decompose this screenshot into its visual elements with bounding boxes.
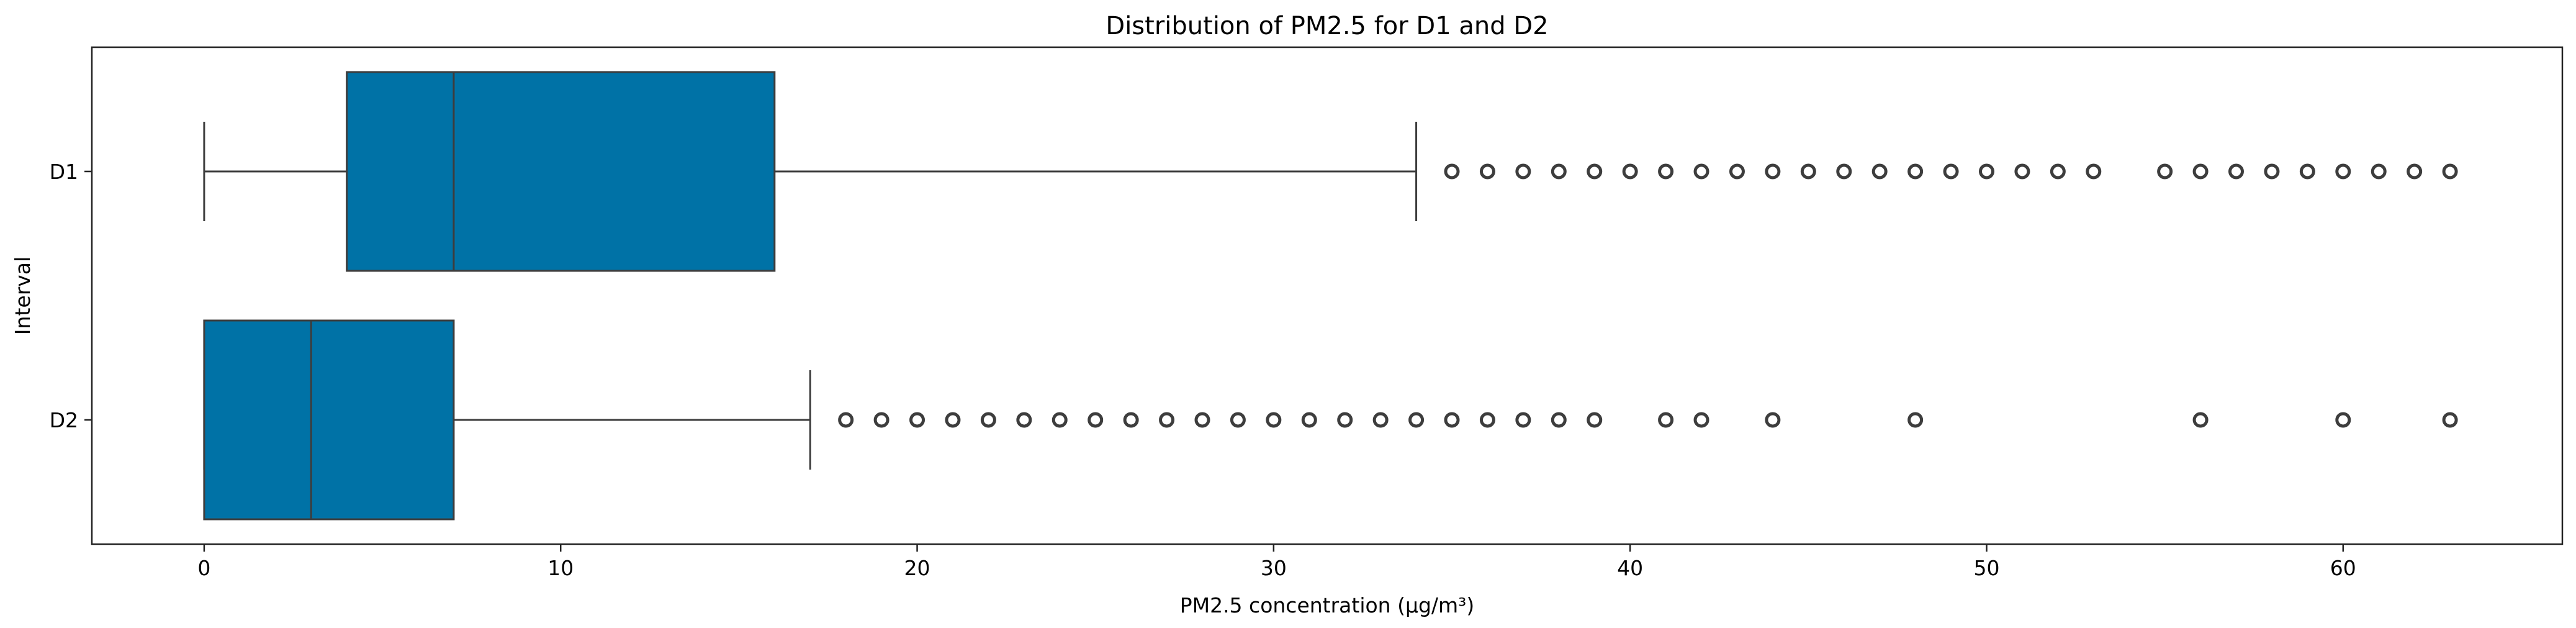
x-tick-label: 60 [2330,556,2356,580]
outlier-point [980,412,996,428]
box-d2 [203,319,455,521]
y-axis-label: Interval [11,257,35,335]
y-tick-label: D1 [50,160,78,184]
x-axis-label: PM2.5 concentration (µg/m³) [1180,593,1475,617]
outlier-point [1907,163,1924,180]
x-tick-label: 50 [1973,556,1999,580]
outlier-point [2157,163,2173,180]
outlier-point [1587,163,1603,180]
outlier-point [838,412,854,428]
outlier-point [909,412,925,428]
outlier-point [2371,163,2387,180]
outlier-point [1622,163,1638,180]
outlier-point [1016,412,1032,428]
outlier-point [2442,412,2458,428]
outlier-point [1551,412,1567,428]
outlier-point [1088,412,1104,428]
outlier-point [1515,163,1531,180]
outlier-point [1052,412,1068,428]
outlier-point [1978,163,1994,180]
chart-marks: 0 10 20 30 40 50 60 D1 D2 [50,71,2458,580]
x-tick-label: 0 [197,556,210,580]
outlier-point [1765,412,1781,428]
outlier-point [1800,163,1816,180]
outlier-point [1587,412,1603,428]
outlier-point [1551,163,1567,180]
outlier-point [1693,412,1709,428]
outlier-point [1479,163,1495,180]
outlier-point [1444,412,1460,428]
y-tick-label: D2 [50,408,78,432]
outlier-point [873,412,889,428]
outlier-point [1515,412,1531,428]
x-tick-label: 40 [1617,556,1643,580]
outlier-point [1159,412,1175,428]
outlier-point [1907,412,1924,428]
outlier-point [2014,163,2030,180]
outlier-point [1266,412,1282,428]
outlier-point [2228,163,2245,180]
outlier-point [2335,163,2351,180]
outlier-point [1943,163,1959,180]
x-tick-label: 20 [904,556,930,580]
outlier-point [1123,412,1139,428]
x-tick-label: 10 [547,556,574,580]
outlier-point [1444,163,1460,180]
outlier-point [2442,163,2458,180]
outlier-point [1194,412,1210,428]
outlier-point [1408,412,1425,428]
box-d1 [346,71,776,272]
outlier-point [1871,163,1888,180]
outlier-point [1658,163,1674,180]
outlier-point [2299,163,2315,180]
outlier-point [945,412,961,428]
outlier-point [2407,163,2423,180]
outlier-point [2264,163,2280,180]
outlier-point [1729,163,1745,180]
outlier-point [1836,163,1852,180]
outlier-point [2086,163,2102,180]
chart-title: Distribution of PM2.5 for D1 and D2 [1106,12,1548,40]
outlier-point [1479,412,1495,428]
outlier-point [1301,412,1317,428]
outlier-point [1765,163,1781,180]
outlier-point [2050,163,2066,180]
outlier-point [1658,412,1674,428]
outlier-point [1230,412,1246,428]
outlier-point [1337,412,1353,428]
outlier-point [2192,412,2209,428]
outlier-point [1693,163,1709,180]
outlier-point [2192,163,2209,180]
x-tick-label: 30 [1261,556,1287,580]
outlier-point [2335,412,2351,428]
outlier-point [1372,412,1389,428]
